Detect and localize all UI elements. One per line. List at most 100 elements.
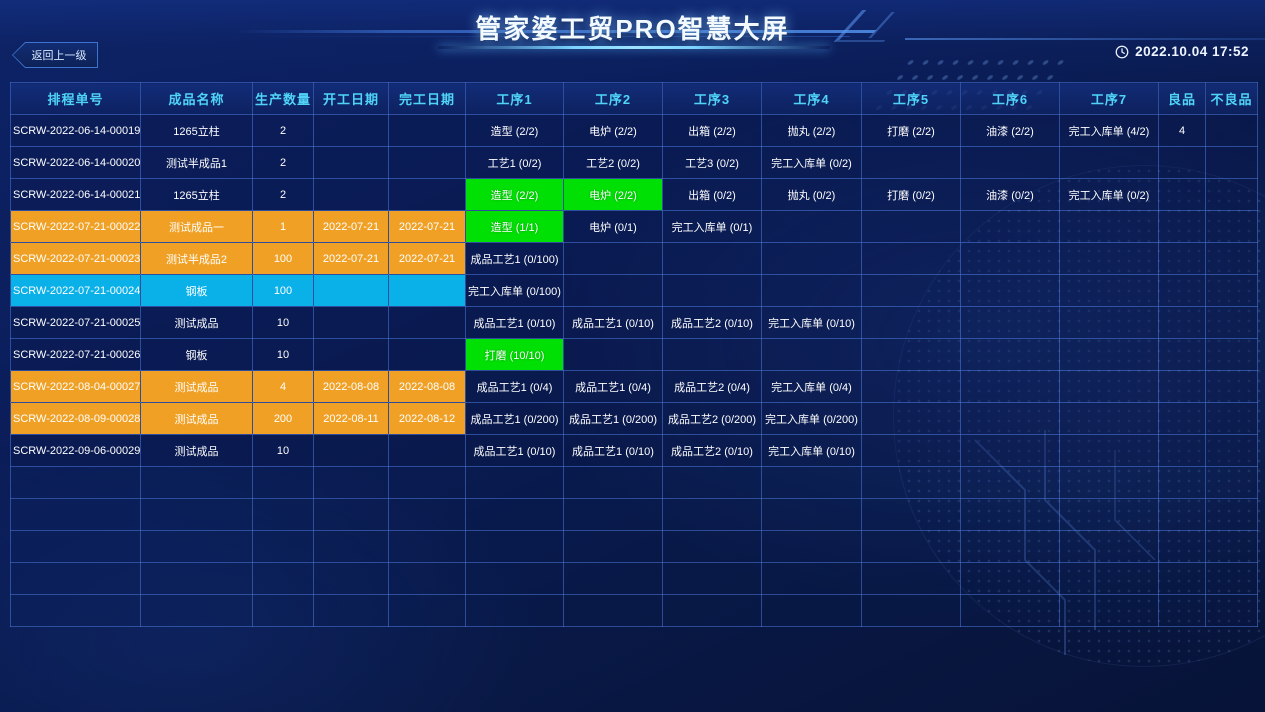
cell-process-3: 成品工艺2 (0/200) (662, 402, 762, 435)
cell-good (1158, 338, 1206, 371)
cell-process-4: 抛丸 (0/2) (761, 178, 862, 211)
table-row-empty (10, 530, 1258, 563)
cell-empty (388, 466, 466, 499)
column-header-6: 工序2 (563, 82, 663, 115)
column-header-13: 不良品 (1205, 82, 1258, 115)
cell-empty (313, 498, 389, 531)
cell-bad (1205, 434, 1258, 467)
column-header-7: 工序3 (662, 82, 762, 115)
cell-product: 钢板 (140, 338, 253, 371)
cell-empty (1158, 530, 1206, 563)
cell-process-2 (563, 338, 663, 371)
cell-process-7 (1059, 338, 1159, 371)
cell-process-2: 电炉 (2/2) (563, 114, 663, 147)
cell-empty (252, 594, 314, 627)
cell-end-date (388, 146, 466, 179)
cell-empty (140, 498, 253, 531)
cell-empty (960, 466, 1060, 499)
cell-process-7 (1059, 146, 1159, 179)
cell-process-2: 工艺2 (0/2) (563, 146, 663, 179)
cell-process-4: 完工入库单 (0/4) (761, 370, 862, 403)
cell-process-5: 打磨 (0/2) (861, 178, 961, 211)
column-header-2: 生产数量 (252, 82, 314, 115)
cell-empty (861, 498, 961, 531)
cell-empty (761, 530, 862, 563)
table-row: SCRW-2022-06-14-00019 1265立柱 2 造型 (2/2) 电炉 (… (10, 114, 1258, 147)
cell-empty (1059, 530, 1159, 563)
cell-process-6 (960, 210, 1060, 243)
cell-empty (465, 594, 564, 627)
title-underline-glow (438, 46, 830, 49)
cell-empty (465, 466, 564, 499)
cell-empty (10, 562, 141, 595)
cell-start-date: 2022-08-11 (313, 402, 389, 435)
cell-empty (313, 530, 389, 563)
table-row: SCRW-2022-06-14-00021 1265立柱 2 造型 (2/2) 电炉 (… (10, 178, 1258, 211)
cell-process-5 (861, 274, 961, 307)
cell-bad (1205, 306, 1258, 339)
cell-process-3: 工艺3 (0/2) (662, 146, 762, 179)
cell-process-1: 造型 (2/2) (465, 114, 564, 147)
cell-start-date (313, 338, 389, 371)
table-row: SCRW-2022-07-21-00024 钢板 100 完工入库单 (0/100) (10, 274, 1258, 307)
cell-order: SCRW-2022-08-04-00027 (10, 370, 141, 403)
cell-process-5 (861, 402, 961, 435)
cell-empty (1059, 498, 1159, 531)
cell-process-6 (960, 370, 1060, 403)
cell-product: 测试成品一 (140, 210, 253, 243)
cell-empty (1059, 594, 1159, 627)
cell-product: 测试半成品2 (140, 242, 253, 275)
cell-empty (662, 466, 762, 499)
cell-empty (313, 466, 389, 499)
cell-empty (1158, 498, 1206, 531)
cell-process-4 (761, 274, 862, 307)
cell-empty (1059, 562, 1159, 595)
cell-process-2: 电炉 (2/2) (563, 178, 663, 211)
cell-bad (1205, 402, 1258, 435)
cell-product: 1265立柱 (140, 178, 253, 211)
column-header-3: 开工日期 (313, 82, 389, 115)
cell-process-6 (960, 242, 1060, 275)
cell-process-4: 完工入库单 (0/2) (761, 146, 862, 179)
cell-qty: 100 (252, 274, 314, 307)
table-row-empty (10, 594, 1258, 627)
table-row: SCRW-2022-07-21-00023 测试半成品2 100 2022-07-21… (10, 242, 1258, 275)
cell-qty: 200 (252, 402, 314, 435)
cell-empty (140, 466, 253, 499)
table-row-empty (10, 466, 1258, 499)
table-header-row: 排程单号 成品名称 生产数量 开工日期 完工日期 工序1 工序2 工序3 工序4 工序5 工序6 工序… (10, 82, 1258, 115)
back-button[interactable]: 返回上一级 (12, 42, 98, 68)
cell-start-date: 2022-08-08 (313, 370, 389, 403)
cell-end-date: 2022-07-21 (388, 242, 466, 275)
cell-empty (1205, 562, 1258, 595)
cell-process-6 (960, 146, 1060, 179)
cell-order: SCRW-2022-07-21-00026 (10, 338, 141, 371)
cell-empty (140, 530, 253, 563)
table-row: SCRW-2022-09-06-00029 测试成品 10 成品工艺1 (0/10) 成… (10, 434, 1258, 467)
cell-process-2: 电炉 (0/1) (563, 210, 663, 243)
cell-qty: 2 (252, 146, 314, 179)
cell-bad (1205, 210, 1258, 243)
column-header-11: 工序7 (1059, 82, 1159, 115)
cell-start-date (313, 434, 389, 467)
cell-process-3: 成品工艺2 (0/4) (662, 370, 762, 403)
cell-empty (563, 498, 663, 531)
cell-qty: 10 (252, 306, 314, 339)
cell-qty: 4 (252, 370, 314, 403)
cell-product: 测试成品 (140, 402, 253, 435)
cell-process-7 (1059, 402, 1159, 435)
cell-empty (960, 562, 1060, 595)
cell-empty (313, 562, 389, 595)
cell-empty (861, 594, 961, 627)
cell-process-4 (761, 242, 862, 275)
cell-empty (10, 594, 141, 627)
cell-empty (761, 466, 862, 499)
cell-product: 钢板 (140, 274, 253, 307)
cell-good (1158, 306, 1206, 339)
cell-qty: 10 (252, 434, 314, 467)
cell-process-5: 打磨 (2/2) (861, 114, 961, 147)
cell-process-3 (662, 274, 762, 307)
cell-end-date (388, 338, 466, 371)
cell-empty (140, 594, 253, 627)
cell-empty (861, 530, 961, 563)
